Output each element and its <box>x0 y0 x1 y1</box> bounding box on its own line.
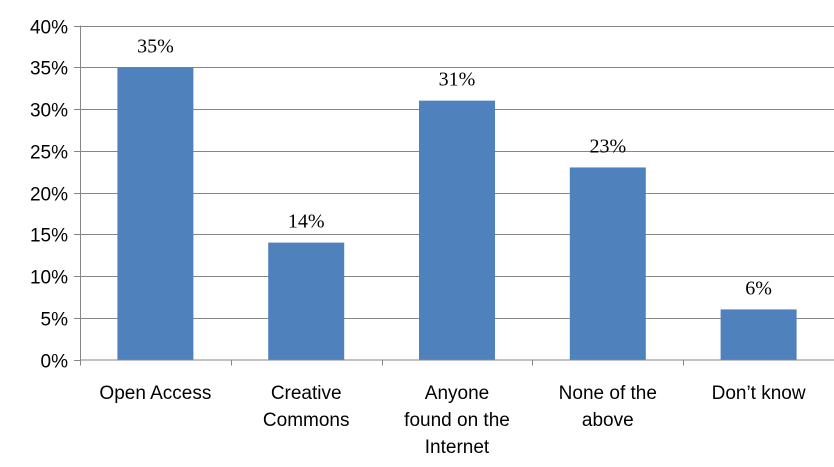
y-tick-label: 30% <box>30 101 68 122</box>
y-tick-label: 5% <box>41 310 69 331</box>
y-tick-label: 20% <box>30 185 68 206</box>
data-label: 31% <box>439 69 476 91</box>
data-label: 23% <box>589 135 626 157</box>
bar <box>117 67 194 360</box>
data-label: 35% <box>137 35 174 57</box>
y-tick-label: 10% <box>30 268 68 289</box>
y-tick-label: 25% <box>30 143 68 164</box>
bars <box>117 67 797 360</box>
data-label: 14% <box>288 211 325 233</box>
y-tick-label: 0% <box>41 352 69 373</box>
category-label: Creative Commons <box>263 383 350 431</box>
category-label: Don’t know <box>712 383 806 404</box>
y-tick-label: 40% <box>30 18 68 39</box>
y-axis: 0% 5% 10% 15% 20% 25% 30% 35% 40% <box>30 18 81 373</box>
bar <box>268 242 345 360</box>
category-label: Open Access <box>99 383 211 404</box>
bar <box>419 100 495 360</box>
data-labels: 35% 14% 31% 23% 6% <box>137 35 772 299</box>
y-tick-label: 15% <box>30 226 68 247</box>
bar <box>569 167 646 360</box>
data-label: 6% <box>745 277 772 299</box>
bar <box>720 309 797 360</box>
category-label: None of the above <box>559 383 657 431</box>
y-tick-label: 35% <box>30 59 68 80</box>
x-axis: Open Access Creative Commons Anyone found on… <box>80 359 834 458</box>
category-label: Anyone found on the Internet <box>404 383 510 458</box>
